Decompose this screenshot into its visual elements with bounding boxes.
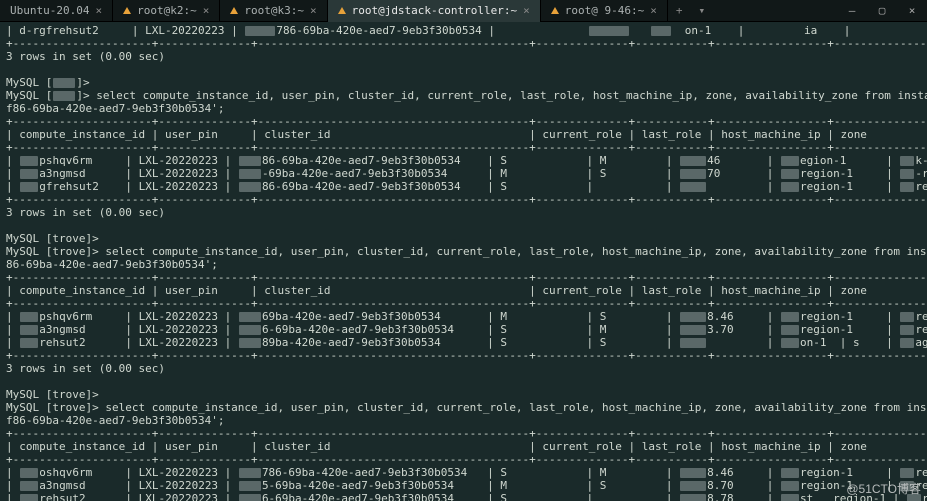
terminal-line: 3 rows in set (0.00 sec) — [6, 206, 921, 219]
terminal-line: +---------------------+--------------+--… — [6, 297, 921, 310]
maximize-button[interactable]: ▢ — [867, 4, 897, 17]
terminal-line: f86-69ba-420e-aed7-9eb3f30b0534'; — [6, 102, 921, 115]
terminal-line — [6, 219, 921, 232]
minimize-button[interactable]: — — [837, 4, 867, 17]
tab-2[interactable]: root@k3:~ × — [220, 0, 327, 22]
terminal-line: | oshqv6rm | LXL-20220223 | 786-69ba-420… — [6, 466, 921, 479]
terminal-line: | pshqv6rm | LXL-20220223 | 86-69ba-420e… — [6, 154, 921, 167]
terminal-line: MySQL [trove]> select compute_instance_i… — [6, 245, 921, 258]
terminal-line: MySQL []> select compute_instance_id, us… — [6, 89, 921, 102]
terminal-line: MySQL []> — [6, 76, 921, 89]
tab-bar: Ubuntu-20.04×root@k2:~×root@k3:~×root@jd… — [0, 0, 927, 22]
terminal-line: | gfrehsut2 | LXL-20220223 | 86-69ba-420… — [6, 180, 921, 193]
tab-label: root@jdstack-controller:~ — [352, 4, 518, 17]
terminal-line: +---------------------+--------------+--… — [6, 349, 921, 362]
terminal-line: +---------------------+--------------+--… — [6, 427, 921, 440]
tab-label: Ubuntu-20.04 — [10, 4, 89, 17]
close-window-button[interactable]: × — [897, 4, 927, 17]
close-tab-icon[interactable]: × — [203, 4, 210, 17]
terminal-icon — [123, 7, 131, 14]
close-tab-icon[interactable]: × — [310, 4, 317, 17]
close-tab-icon[interactable]: × — [95, 4, 102, 17]
tab-label: root@k3:~ — [244, 4, 304, 17]
terminal-line: | d-rgfrehsut2 | LXL-20220223 | 786-69ba… — [6, 24, 921, 37]
terminal-line: | a3ngmsd | LXL-20220223 | 6-69ba-420e-a… — [6, 323, 921, 336]
tab-3[interactable]: root@jdstack-controller:~ × — [328, 0, 541, 22]
terminal-line: 86-69ba-420e-aed7-9eb3f30b0534'; — [6, 258, 921, 271]
terminal-line: | a3ngmsd | LXL-20220223 | -69ba-420e-ae… — [6, 167, 921, 180]
terminal-line: +---------------------+--------------+--… — [6, 115, 921, 128]
terminal-line: +---------------------+--------------+--… — [6, 193, 921, 206]
terminal-line: | pshqv6rm | LXL-20220223 | 69ba-420e-ae… — [6, 310, 921, 323]
terminal-line: MySQL [trove]> select compute_instance_i… — [6, 401, 921, 414]
terminal-line: MySQL [trove]> — [6, 232, 921, 245]
terminal-output[interactable]: | d-rgfrehsut2 | LXL-20220223 | 786-69ba… — [0, 22, 927, 501]
terminal-line: +---------------------+--------------+--… — [6, 453, 921, 466]
close-tab-icon[interactable]: × — [523, 4, 530, 17]
terminal-line: | a3ngmsd | LXL-20220223 | 5-69ba-420e-a… — [6, 479, 921, 492]
terminal-icon — [230, 7, 238, 14]
terminal-line: +---------------------+--------------+--… — [6, 37, 921, 50]
tab-4[interactable]: root@ 9-46:~ × — [541, 0, 668, 22]
terminal-icon — [551, 7, 559, 14]
terminal-line: 3 rows in set (0.00 sec) — [6, 362, 921, 375]
tab-dropdown[interactable]: ▾ — [691, 4, 714, 17]
tab-0[interactable]: Ubuntu-20.04 × — [0, 0, 113, 22]
terminal-line: | compute_instance_id | user_pin | clust… — [6, 128, 921, 141]
terminal-line: | compute_instance_id | user_pin | clust… — [6, 284, 921, 297]
terminal-line: +---------------------+--------------+--… — [6, 271, 921, 284]
terminal-line — [6, 63, 921, 76]
terminal-line — [6, 375, 921, 388]
tab-label: root@ 9-46:~ — [565, 4, 644, 17]
terminal-line: | rehsut2 | LXL-20220223 | 89ba-420e-aed… — [6, 336, 921, 349]
terminal-line: +---------------------+--------------+--… — [6, 141, 921, 154]
window-controls: — ▢ × — [837, 4, 927, 17]
tab-1[interactable]: root@k2:~ × — [113, 0, 220, 22]
terminal-line: MySQL [trove]> — [6, 388, 921, 401]
terminal-line: f86-69ba-420e-aed7-9eb3f30b0534'; — [6, 414, 921, 427]
new-tab-button[interactable]: + — [668, 4, 691, 17]
terminal-icon — [338, 7, 346, 14]
terminal-line: 3 rows in set (0.00 sec) — [6, 50, 921, 63]
close-tab-icon[interactable]: × — [650, 4, 657, 17]
tab-label: root@k2:~ — [137, 4, 197, 17]
terminal-line: | rehsut2 | LXL-20220223 | 6-69ba-420e-a… — [6, 492, 921, 501]
terminal-line: | compute_instance_id | user_pin | clust… — [6, 440, 921, 453]
